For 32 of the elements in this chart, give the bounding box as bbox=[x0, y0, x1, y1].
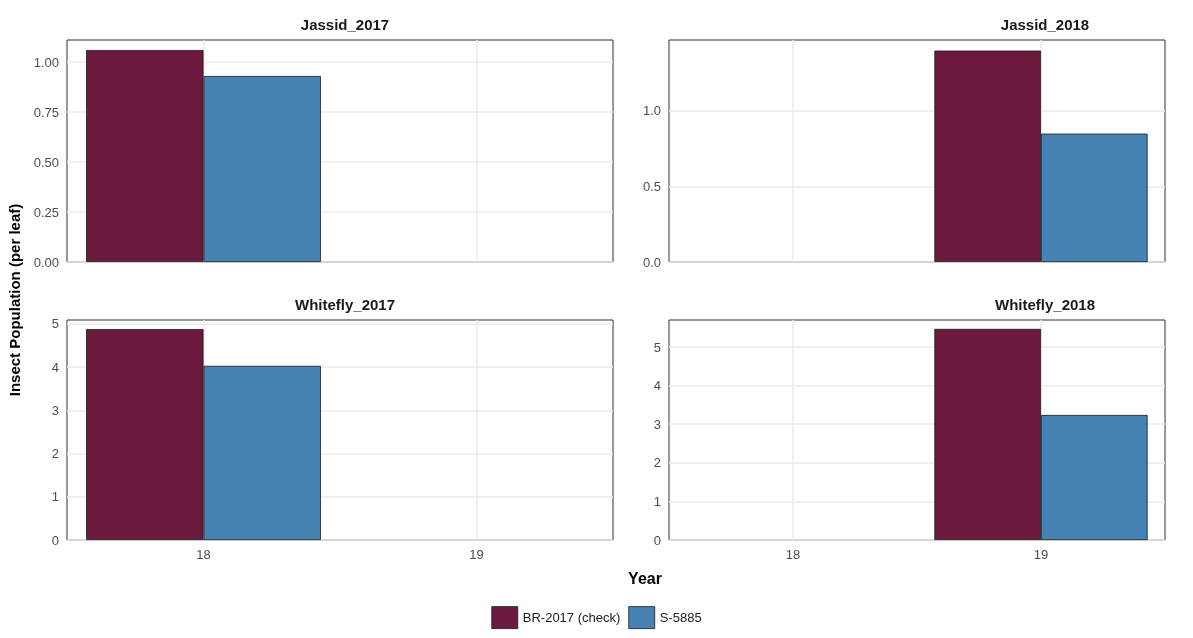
y-tick-label: 0 bbox=[653, 532, 661, 548]
y-tick-label: 5 bbox=[51, 316, 59, 332]
y-tick-label: 1 bbox=[653, 493, 661, 509]
x-tick-label: 19 bbox=[1033, 547, 1049, 562]
y-tick-label: 3 bbox=[653, 416, 661, 432]
y-tick-label: 4 bbox=[51, 359, 59, 375]
x-tick-label: 18 bbox=[785, 547, 801, 562]
y-tick-label: 1.0 bbox=[642, 103, 661, 119]
y-tick-label: 5 bbox=[653, 339, 661, 355]
y-tick-label: 4 bbox=[653, 378, 661, 394]
y-tick-label: 0.50 bbox=[33, 154, 59, 170]
y-tick-label: 0.0 bbox=[642, 254, 661, 270]
y-tick-label: 0.25 bbox=[33, 204, 59, 220]
chart-title: Whitefly_2017 bbox=[294, 296, 396, 313]
y-tick-label: 1 bbox=[51, 489, 59, 505]
y-tick-label: 1.00 bbox=[33, 54, 59, 70]
y-tick-label: 0.00 bbox=[33, 254, 59, 270]
y-tick-label: 2 bbox=[51, 446, 59, 462]
y-axis-title: Insect Population (per leaf) bbox=[5, 203, 23, 397]
y-tick-label: 0.5 bbox=[642, 178, 661, 194]
legend-label: BR-2017 (check) bbox=[522, 610, 621, 626]
chart-title: Jassid_2018 bbox=[1000, 16, 1090, 33]
y-tick-label: 0.75 bbox=[33, 104, 59, 120]
chart-title: Jassid_2017 bbox=[300, 16, 390, 33]
x-axis-title: Year bbox=[628, 569, 662, 587]
y-tick-label: 0 bbox=[51, 532, 59, 548]
x-tick-label: 19 bbox=[469, 547, 484, 562]
y-tick-label: 3 bbox=[51, 402, 59, 418]
y-tick-label: 2 bbox=[653, 455, 661, 471]
legend-label: S-5885 bbox=[659, 610, 702, 626]
x-tick-label: 18 bbox=[196, 547, 211, 562]
chart-title: Whitefly_2018 bbox=[994, 296, 1096, 313]
